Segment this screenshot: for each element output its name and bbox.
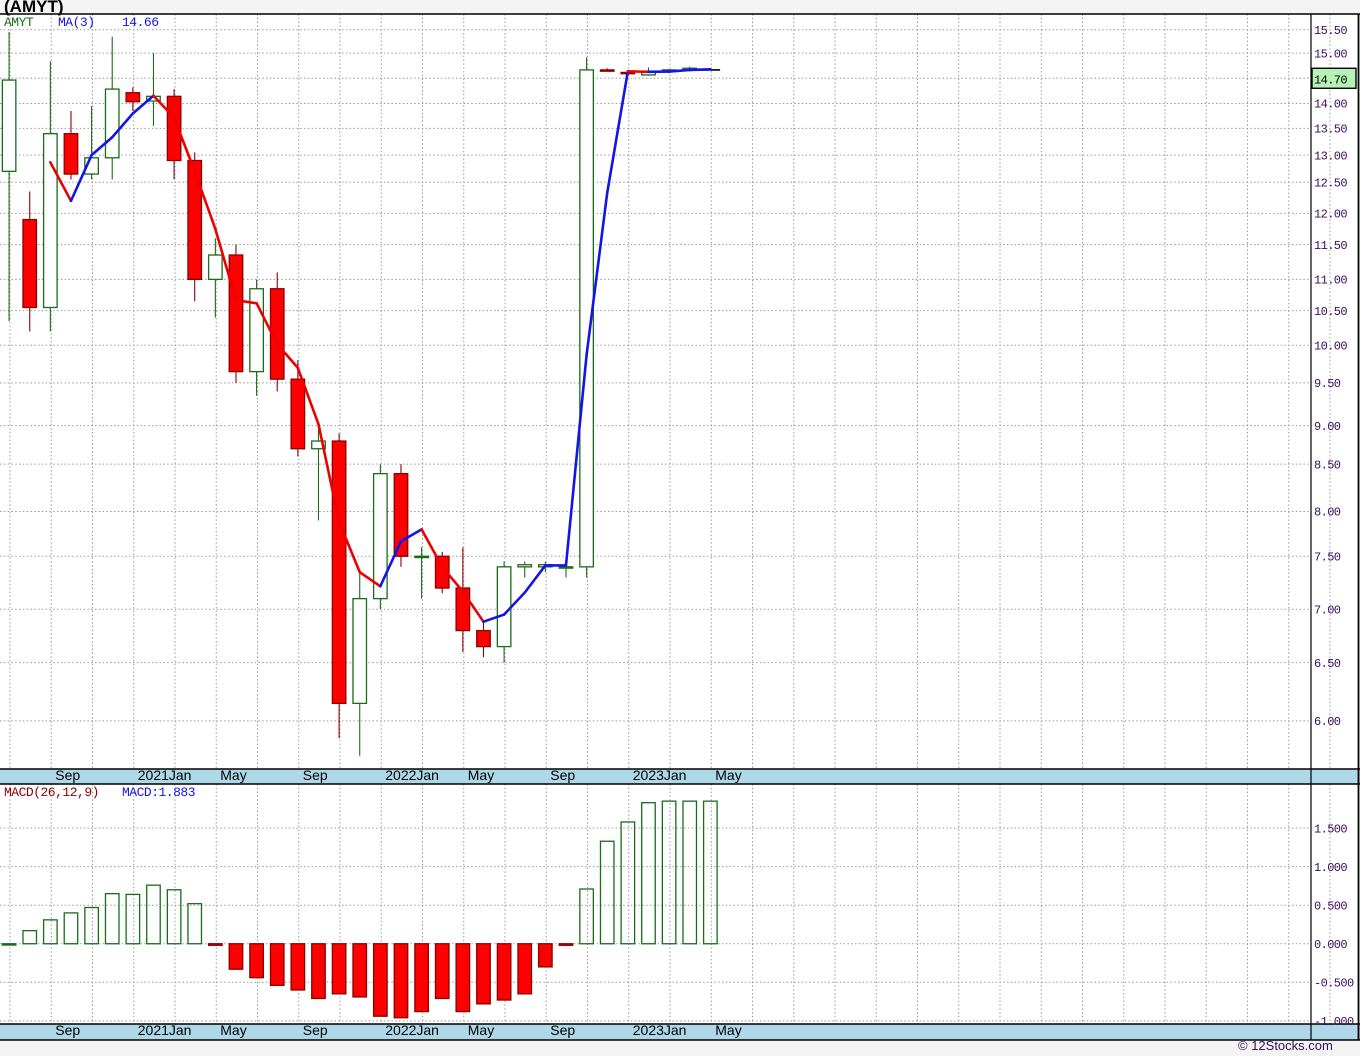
svg-text:May: May <box>715 767 741 783</box>
svg-text:9.00: 9.00 <box>1314 420 1341 434</box>
svg-text:2023Jan: 2023Jan <box>633 767 687 783</box>
svg-text:May: May <box>468 1022 494 1038</box>
svg-text:2022Jan: 2022Jan <box>385 1022 439 1038</box>
svg-text:MACD(26,12,9): MACD(26,12,9) <box>4 785 99 800</box>
svg-text:May: May <box>715 1022 741 1038</box>
svg-text:Sep: Sep <box>55 767 80 783</box>
svg-text:© 12Stocks.com: © 12Stocks.com <box>1238 1038 1333 1053</box>
svg-text:2021Jan: 2021Jan <box>138 1022 192 1038</box>
svg-text:Sep: Sep <box>550 1022 575 1038</box>
svg-text:12.00: 12.00 <box>1314 208 1347 222</box>
svg-text:14.70: 14.70 <box>1314 73 1347 87</box>
svg-text:May: May <box>468 767 494 783</box>
svg-text:14.00: 14.00 <box>1314 98 1347 112</box>
svg-text:-0.500: -0.500 <box>1314 976 1354 990</box>
svg-text:10.00: 10.00 <box>1314 340 1347 354</box>
svg-text:11.50: 11.50 <box>1314 239 1347 253</box>
svg-text:15.00: 15.00 <box>1314 47 1347 61</box>
svg-text:2023Jan: 2023Jan <box>633 1022 687 1038</box>
svg-text:(AMYT): (AMYT) <box>4 0 63 16</box>
svg-text:8.50: 8.50 <box>1314 458 1341 472</box>
svg-text:AMYT: AMYT <box>4 15 34 30</box>
svg-text:12.50: 12.50 <box>1314 176 1347 190</box>
svg-text:14.66: 14.66 <box>122 15 159 30</box>
svg-text:Sep: Sep <box>550 767 575 783</box>
svg-text:7.00: 7.00 <box>1314 603 1341 617</box>
svg-text:13.50: 13.50 <box>1314 123 1347 137</box>
svg-text:2022Jan: 2022Jan <box>385 767 439 783</box>
svg-text:MACD:1.883: MACD:1.883 <box>122 785 195 800</box>
svg-text:11.00: 11.00 <box>1314 274 1347 288</box>
svg-text:May: May <box>220 1022 246 1038</box>
svg-text:8.00: 8.00 <box>1314 506 1341 520</box>
svg-text:1.000: 1.000 <box>1314 861 1347 875</box>
svg-text:-1.000: -1.000 <box>1314 1015 1354 1029</box>
svg-text:Sep: Sep <box>303 767 328 783</box>
svg-text:6.00: 6.00 <box>1314 715 1341 729</box>
svg-text:7.50: 7.50 <box>1314 550 1341 564</box>
svg-text:May: May <box>220 767 246 783</box>
svg-text:13.00: 13.00 <box>1314 149 1347 163</box>
svg-text:15.50: 15.50 <box>1314 24 1347 38</box>
svg-text:Sep: Sep <box>55 1022 80 1038</box>
svg-text:1.500: 1.500 <box>1314 822 1347 836</box>
svg-text:2021Jan: 2021Jan <box>138 767 192 783</box>
svg-text:0.000: 0.000 <box>1314 938 1347 952</box>
svg-text:Sep: Sep <box>303 1022 328 1038</box>
svg-text:9.50: 9.50 <box>1314 377 1341 391</box>
svg-text:0.500: 0.500 <box>1314 899 1347 913</box>
svg-text:MA(3): MA(3) <box>58 15 95 30</box>
svg-text:10.50: 10.50 <box>1314 305 1347 319</box>
svg-text:6.50: 6.50 <box>1314 657 1341 671</box>
